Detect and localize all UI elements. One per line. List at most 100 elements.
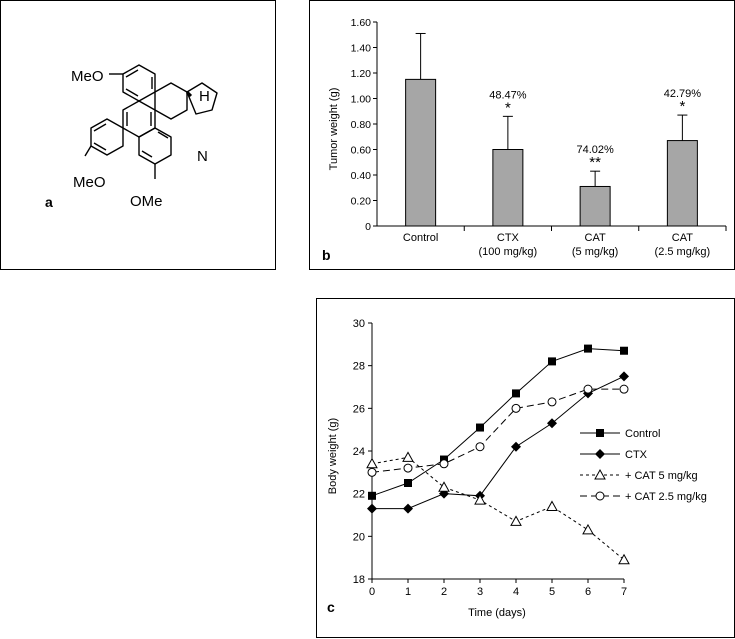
legend-marker-1 — [595, 449, 605, 459]
line-x-axis-label: Time (days) — [468, 607, 526, 619]
series-3-point — [403, 463, 413, 473]
bar-chart-svg: 0 0.20 0.40 0.60 0.80 1.00 1.20 1.40 1.60 Control… — [328, 17, 727, 258]
series-2-point — [438, 481, 450, 492]
series-3-point — [583, 384, 593, 394]
bar-category-label: (2.5 mg/kg) — [655, 246, 711, 258]
bar-y-axis-label: Tumor weight (g) — [328, 88, 340, 171]
series-line-1 — [372, 375, 625, 510]
legend-label-2: + CAT 5 mg/kg — [625, 470, 698, 482]
series-0-point — [584, 344, 592, 353]
panel-a-structure: MeO H N MeO OMe a — [0, 0, 276, 270]
lower-left-ring — [90, 118, 124, 156]
n-atom-label: N — [197, 148, 208, 165]
series-3-point — [367, 467, 377, 477]
bar-category-label: (5 mg/kg) — [572, 246, 618, 258]
series-1-point — [619, 371, 629, 382]
series-1-point — [511, 441, 521, 452]
legend-marker-2 — [594, 468, 606, 480]
line-series — [366, 344, 630, 565]
series-2-point — [582, 523, 594, 535]
bar-y-tick-label: 1.40 — [351, 43, 372, 55]
ome-label: OMe — [130, 193, 163, 210]
series-1-point — [403, 503, 413, 514]
series-2-point — [618, 553, 630, 565]
panel-b-bar-chart: 0 0.20 0.40 0.60 0.80 1.00 1.20 1.40 1.60 Control… — [309, 0, 735, 270]
bar-y-tick-label: 0.60 — [351, 145, 372, 157]
bar-category-label: CAT — [585, 232, 606, 244]
meo-bottom-label: MeO — [73, 174, 106, 191]
series-2-point — [474, 494, 486, 505]
significance-stars-3: * — [679, 98, 685, 115]
series-3-point — [619, 384, 629, 394]
panel-c-line-chart: 18 20 22 24 26 28 30 0 1 2 3 4 5 6 7 Control CTX + CAT 5… — [316, 298, 735, 638]
stereo-h-label: H — [199, 88, 210, 105]
legend-label-1: CTX — [625, 449, 648, 461]
upper-ring — [122, 64, 156, 102]
bar-y-tick-label: 0 — [365, 221, 371, 233]
structure-drawing: MeO H N MeO OMe — [71, 64, 218, 210]
significance-stars-2: ** — [589, 154, 601, 171]
bar-1 — [492, 149, 524, 227]
line-x-tick-label: 4 — [513, 586, 519, 598]
line-y-tick-label: 20 — [353, 531, 365, 543]
series-line-0 — [371, 348, 625, 497]
series-0-point — [512, 389, 520, 398]
bar-y-tick-label: 0.40 — [351, 170, 372, 182]
bar-y-tick-label: 1.60 — [351, 17, 372, 29]
series-2-point — [402, 451, 414, 462]
lower-right-ring — [138, 127, 172, 165]
significance-stars-1: * — [505, 99, 511, 116]
bar-y-tick-label: 0.20 — [351, 196, 372, 208]
line-y-tick-label: 18 — [353, 574, 365, 586]
pyrrolidine-ring — [186, 82, 218, 115]
series-0-point — [620, 346, 628, 355]
series-2-point — [546, 500, 558, 511]
line-y-tick-label: 22 — [353, 489, 365, 501]
legend-label-0: Control — [625, 428, 660, 440]
bar-category-label: (100 mg/kg) — [479, 246, 538, 258]
line-x-tick-label: 6 — [585, 586, 591, 598]
legend-marker-0 — [596, 429, 604, 437]
series-3-point — [439, 459, 449, 469]
series-1-point — [547, 418, 557, 429]
central-ring — [122, 100, 156, 138]
panel-a-letter: a — [45, 194, 53, 210]
series-line-2 — [371, 456, 625, 561]
line-x-tick-label: 1 — [405, 586, 411, 598]
series-3-point — [547, 397, 557, 407]
line-x-tick-label: 7 — [621, 586, 627, 598]
inhibition-percent-1: 48.47% — [489, 89, 527, 101]
series-2-point — [510, 515, 522, 526]
line-y-tick-label: 30 — [353, 318, 365, 330]
inhibition-percent-3: 42.79% — [664, 88, 702, 100]
right-ring — [154, 82, 188, 120]
panel-b-letter: b — [322, 247, 331, 263]
line-legend: Control CTX + CAT 5 mg/kg + CAT 2.5 mg/kg — [580, 428, 707, 503]
series-0-point — [368, 491, 376, 500]
series-2-point — [366, 457, 378, 469]
series-0-point — [404, 479, 412, 487]
line-x-tick-label: 2 — [441, 586, 447, 598]
inhibition-percent-2: 74.02% — [576, 144, 614, 156]
series-1-point — [367, 503, 377, 514]
legend-label-3: + CAT 2.5 mg/kg — [625, 491, 707, 503]
series-3-point — [475, 442, 485, 452]
line-chart-svg: 18 20 22 24 26 28 30 0 1 2 3 4 5 6 7 Control CTX + CAT 5… — [327, 318, 707, 619]
bar-2 — [579, 185, 611, 227]
line-y-tick-label: 26 — [353, 403, 365, 415]
bar-category-label: Control — [403, 232, 438, 244]
bar-y-tick-label: 1.00 — [351, 94, 372, 106]
bar-y-tick-label: 0.80 — [351, 119, 372, 131]
line-axes: 18 20 22 24 26 28 30 0 1 2 3 4 5 6 7 — [353, 318, 627, 598]
line-x-tick-label: 3 — [477, 586, 483, 598]
bar-bars: *48.47%**74.02%*42.79% — [405, 32, 702, 227]
series-0-point — [548, 357, 556, 366]
series-3-point — [511, 403, 521, 413]
series-line-3 — [371, 388, 624, 473]
line-x-tick-label: 5 — [549, 586, 555, 598]
panel-c-letter: c — [327, 599, 335, 615]
legend-marker-3 — [595, 491, 605, 501]
bar-category-label: CAT — [672, 232, 693, 244]
line-y-axis-label: Body weight (g) — [327, 418, 339, 494]
bar-0 — [405, 78, 437, 227]
